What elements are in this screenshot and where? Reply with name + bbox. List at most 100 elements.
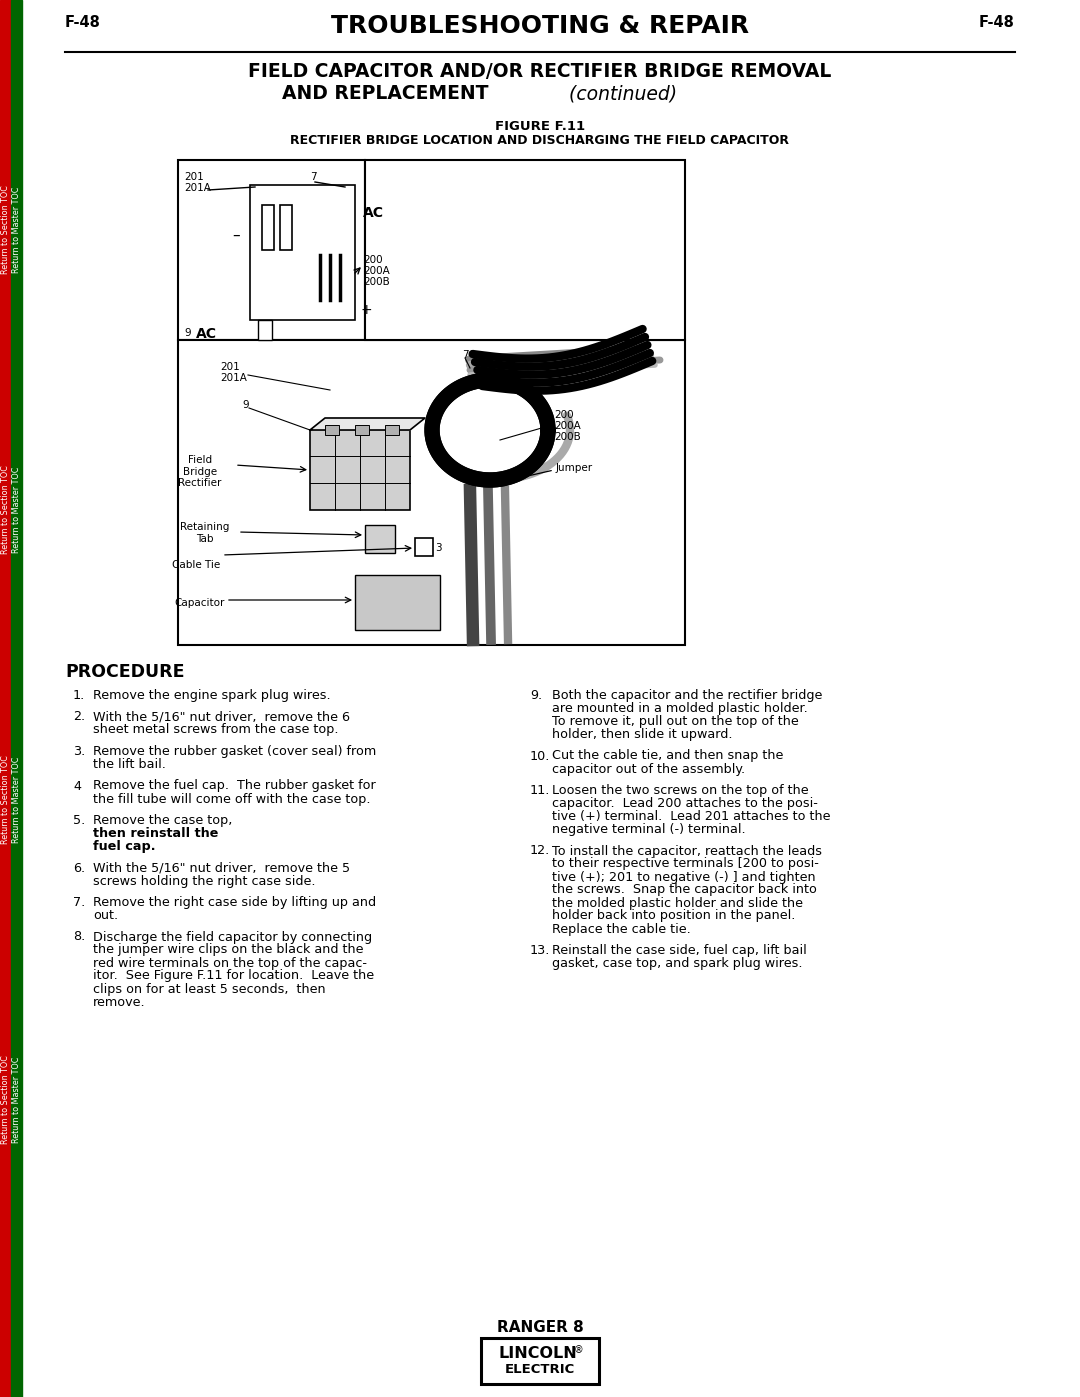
- Text: FIGURE F.11: FIGURE F.11: [495, 120, 585, 133]
- Text: 9.: 9.: [530, 689, 542, 703]
- Text: TROUBLESHOOTING & REPAIR: TROUBLESHOOTING & REPAIR: [330, 14, 750, 38]
- Text: 3: 3: [435, 543, 442, 553]
- Text: AC: AC: [195, 327, 217, 341]
- Text: capacitor.  Lead 200 attaches to the posi-: capacitor. Lead 200 attaches to the posi…: [552, 798, 818, 810]
- Text: 5.: 5.: [73, 814, 85, 827]
- Text: the lift bail.: the lift bail.: [93, 759, 166, 771]
- Text: Return to Section TOC: Return to Section TOC: [1, 756, 10, 844]
- Text: To install the capacitor, reattach the leads: To install the capacitor, reattach the l…: [552, 845, 822, 858]
- Bar: [11, 0, 22, 1397]
- Bar: [262, 205, 274, 250]
- Text: sheet metal screws from the case top.: sheet metal screws from the case top.: [93, 724, 338, 736]
- Text: 4: 4: [73, 780, 81, 792]
- Text: red wire terminals on the top of the capac-: red wire terminals on the top of the cap…: [93, 957, 367, 970]
- Text: Cable Tie: Cable Tie: [172, 560, 220, 570]
- Bar: [481, 1338, 599, 1384]
- Text: itor.  See Figure F.11 for location.  Leave the: itor. See Figure F.11 for location. Leav…: [93, 970, 374, 982]
- Text: Remove the right case side by lifting up and: Remove the right case side by lifting up…: [93, 895, 376, 909]
- Text: 200: 200: [363, 256, 382, 265]
- Text: 1.: 1.: [73, 689, 85, 703]
- Text: Replace the cable tie.: Replace the cable tie.: [552, 922, 691, 936]
- Bar: [258, 320, 272, 339]
- Text: 13.: 13.: [530, 944, 551, 957]
- Text: LINCOLN: LINCOLN: [499, 1345, 578, 1361]
- Bar: [365, 161, 685, 339]
- Text: 200B: 200B: [363, 277, 390, 286]
- Bar: [415, 538, 433, 556]
- Text: Remove the engine spark plug wires.: Remove the engine spark plug wires.: [93, 689, 330, 703]
- Polygon shape: [310, 418, 426, 430]
- Polygon shape: [432, 380, 548, 481]
- Text: 200A: 200A: [554, 420, 581, 432]
- Text: capacitor out of the assembly.: capacitor out of the assembly.: [552, 763, 745, 775]
- Text: 7: 7: [310, 172, 316, 182]
- Text: then reinstall the: then reinstall the: [93, 827, 218, 840]
- Text: RECTIFIER BRIDGE LOCATION AND DISCHARGING THE FIELD CAPACITOR: RECTIFIER BRIDGE LOCATION AND DISCHARGIN…: [291, 134, 789, 147]
- Text: F-48: F-48: [980, 15, 1015, 29]
- Text: the fill tube will come off with the case top.: the fill tube will come off with the cas…: [93, 792, 370, 806]
- Text: 201A: 201A: [184, 183, 211, 193]
- Bar: [0, 0, 11, 1397]
- Text: the screws.  Snap the capacitor back into: the screws. Snap the capacitor back into: [552, 883, 816, 897]
- Text: Return to Master TOC: Return to Master TOC: [12, 187, 21, 274]
- Text: remove.: remove.: [93, 996, 146, 1009]
- Text: holder, then slide it upward.: holder, then slide it upward.: [552, 728, 732, 740]
- Text: tive (+) terminal.  Lead 201 attaches to the: tive (+) terminal. Lead 201 attaches to …: [552, 810, 831, 823]
- Text: 3.: 3.: [73, 745, 85, 759]
- Text: Return to Section TOC: Return to Section TOC: [1, 465, 10, 555]
- Text: Remove the case top,: Remove the case top,: [93, 814, 241, 827]
- Text: 11.: 11.: [530, 784, 551, 798]
- Text: 200B: 200B: [554, 432, 581, 441]
- Text: are mounted in a molded plastic holder.: are mounted in a molded plastic holder.: [552, 703, 808, 715]
- Text: Cut the cable tie, and then snap the: Cut the cable tie, and then snap the: [552, 750, 783, 763]
- Text: 200A: 200A: [363, 265, 390, 277]
- Text: Retaining
Tab: Retaining Tab: [180, 522, 230, 543]
- Text: Return to Section TOC: Return to Section TOC: [1, 186, 10, 274]
- Bar: [355, 425, 369, 434]
- Text: Reinstall the case side, fuel cap, lift bail: Reinstall the case side, fuel cap, lift …: [552, 944, 807, 957]
- Text: Loosen the two screws on the top of the: Loosen the two screws on the top of the: [552, 784, 809, 798]
- Text: the molded plastic holder and slide the: the molded plastic holder and slide the: [552, 897, 804, 909]
- Text: –: –: [232, 228, 240, 243]
- Bar: [178, 161, 365, 339]
- Text: ®: ®: [573, 1345, 584, 1355]
- Text: Capacitor: Capacitor: [175, 598, 225, 608]
- Text: 7.: 7.: [73, 895, 85, 909]
- Text: With the 5/16" nut driver,  remove the 5: With the 5/16" nut driver, remove the 5: [93, 862, 350, 875]
- Text: AND REPLACEMENT: AND REPLACEMENT: [282, 84, 488, 103]
- Text: Remove the rubber gasket (cover seal) from: Remove the rubber gasket (cover seal) fr…: [93, 745, 376, 759]
- Text: screws holding the right case side.: screws holding the right case side.: [93, 875, 315, 887]
- Bar: [355, 576, 440, 630]
- Text: +: +: [360, 303, 372, 317]
- Text: (continued): (continued): [563, 84, 677, 103]
- Text: Return to Master TOC: Return to Master TOC: [12, 757, 21, 844]
- Text: ELECTRIC: ELECTRIC: [504, 1363, 576, 1376]
- Text: RANGER 8: RANGER 8: [497, 1320, 583, 1336]
- Text: negative terminal (-) terminal.: negative terminal (-) terminal.: [552, 823, 745, 835]
- Text: to their respective terminals [200 to posi-: to their respective terminals [200 to po…: [552, 858, 819, 870]
- Bar: [384, 425, 399, 434]
- Text: clips on for at least 5 seconds,  then: clips on for at least 5 seconds, then: [93, 982, 326, 996]
- Text: out.: out.: [93, 909, 118, 922]
- Text: 8.: 8.: [73, 930, 85, 943]
- Text: 9: 9: [242, 400, 248, 409]
- Text: Remove the fuel cap.  The rubber gasket for: Remove the fuel cap. The rubber gasket f…: [93, 780, 376, 792]
- Text: 201: 201: [220, 362, 240, 372]
- Text: Jumper: Jumper: [556, 462, 593, 474]
- Text: F-48: F-48: [65, 15, 100, 29]
- Text: 201: 201: [184, 172, 204, 182]
- Text: AC: AC: [363, 205, 384, 219]
- Text: fuel cap.: fuel cap.: [93, 840, 156, 854]
- Bar: [325, 425, 339, 434]
- Text: FIELD CAPACITOR AND/OR RECTIFIER BRIDGE REMOVAL: FIELD CAPACITOR AND/OR RECTIFIER BRIDGE …: [248, 61, 832, 81]
- Text: 200: 200: [554, 409, 573, 420]
- Bar: [280, 205, 292, 250]
- Text: 6.: 6.: [73, 862, 85, 875]
- Bar: [365, 525, 395, 553]
- Text: Return to Master TOC: Return to Master TOC: [12, 1056, 21, 1143]
- Text: 2.: 2.: [73, 711, 85, 724]
- Text: Discharge the field capacitor by connecting: Discharge the field capacitor by connect…: [93, 930, 373, 943]
- Bar: [249, 184, 355, 320]
- Text: the jumper wire clips on the black and the: the jumper wire clips on the black and t…: [93, 943, 364, 957]
- Text: 12.: 12.: [530, 845, 550, 858]
